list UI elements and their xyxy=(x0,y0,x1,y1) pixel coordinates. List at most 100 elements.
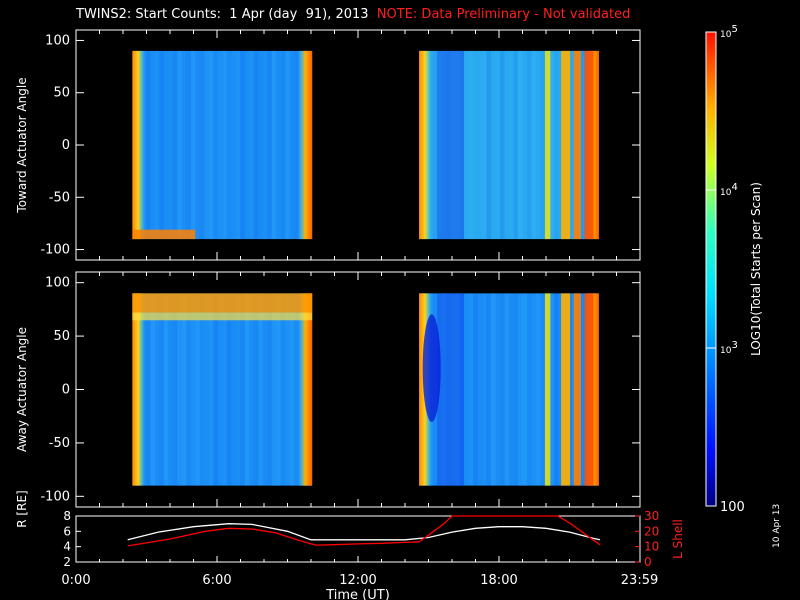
heatmap-band xyxy=(132,229,196,240)
y-axis-label: Toward Actuator Angle xyxy=(15,77,29,213)
heatmap-band xyxy=(437,50,465,240)
heatmap-streak xyxy=(159,293,164,486)
heatmap-streak xyxy=(535,293,541,486)
left-y-axis-label: R [RE] xyxy=(15,490,29,527)
title-main: TWINS2: Start Counts: 1 Apr (day 91), 20… xyxy=(76,7,369,22)
right-y-tick-label: 0 xyxy=(644,555,652,569)
heatmap-band xyxy=(561,293,571,486)
right-y-tick-label: 30 xyxy=(644,509,659,523)
heatmap-streak xyxy=(285,50,290,240)
heatmap-edge-left xyxy=(419,50,432,240)
heatmap-streak xyxy=(554,51,558,239)
heatmap-streak xyxy=(217,50,223,240)
heatmap-streak xyxy=(249,50,254,240)
heatmap-streak xyxy=(495,50,500,240)
colorbar-tick-exponent: 5 xyxy=(731,24,737,35)
heatmap-streak xyxy=(249,293,253,485)
heatmap-streak xyxy=(172,50,178,240)
heatmap-streak xyxy=(441,293,447,486)
colorbar-tick-label: 103 xyxy=(720,340,738,356)
heatmap-streak xyxy=(231,50,236,240)
x-tick-label: 18:00 xyxy=(480,573,517,588)
left-y-tick-label: 2 xyxy=(63,555,71,569)
heatmap-band xyxy=(437,293,465,486)
heatmap-streak xyxy=(553,293,559,486)
orbit-frame xyxy=(75,515,641,563)
heatmap-band xyxy=(544,50,551,240)
heatmap-streak xyxy=(432,50,438,240)
heatmap-streak xyxy=(204,50,209,240)
heatmap-streak xyxy=(240,50,245,240)
heatmap-streak xyxy=(258,293,263,486)
heatmap-streak xyxy=(182,51,186,239)
heatmap-streak xyxy=(491,293,496,486)
chart-title: TWINS2: Start Counts: 1 Apr (day 91), 20… xyxy=(76,7,630,22)
heatmap-streak xyxy=(172,293,178,486)
right-y-tick-label: 10 xyxy=(644,540,659,554)
heatmap-streak xyxy=(522,51,526,239)
heatmap-band xyxy=(584,50,594,240)
heatmap-edge-left xyxy=(132,50,145,240)
heatmap-band xyxy=(573,50,581,240)
y-tick-label: 50 xyxy=(53,329,70,344)
heatmap-band xyxy=(573,293,581,486)
heatmap-streak xyxy=(294,50,299,240)
heatmap-streak xyxy=(477,50,483,240)
heatmap-streak xyxy=(235,293,241,486)
heatmap-streak xyxy=(276,51,280,239)
heatmap-band xyxy=(584,293,594,486)
x-tick-label: 12:00 xyxy=(339,573,376,588)
heatmap-streak xyxy=(213,51,217,239)
heatmap-streak xyxy=(199,50,205,240)
heatmap-streak xyxy=(245,51,249,239)
heatmap-streak xyxy=(150,51,154,239)
heatmap-streak xyxy=(482,50,487,240)
heatmap-streak xyxy=(267,293,272,486)
y-tick-label: 100 xyxy=(45,33,70,48)
heatmap-streak xyxy=(253,50,259,240)
heatmap-streak xyxy=(464,293,468,485)
heatmap-streak xyxy=(531,293,536,486)
heatmap-streak xyxy=(213,293,218,486)
heatmap-band xyxy=(561,50,571,240)
heatmap-streak xyxy=(262,50,268,240)
y-tick-label: 0 xyxy=(62,383,70,398)
right-y-axis-label: L Shell xyxy=(671,519,685,559)
heatmap-streak xyxy=(240,293,245,486)
heatmap-streak xyxy=(504,293,509,486)
x-tick-label: 6:00 xyxy=(202,573,231,588)
heatmap-streak xyxy=(281,293,285,485)
x-axis-label: Time (UT) xyxy=(325,588,390,600)
heatmap-streak xyxy=(496,293,500,485)
heatmap-edge-right xyxy=(298,293,313,486)
y-axis-label: Away Actuator Angle xyxy=(15,327,29,452)
toward-panel: 100 50 0 -50 -100 Toward Actuator Angle xyxy=(15,29,641,261)
heatmap-streak xyxy=(253,293,259,486)
heatmap-streak xyxy=(222,293,227,486)
colorbar-tick-exponent: 3 xyxy=(731,340,737,351)
heatmap-streak xyxy=(285,293,290,486)
heatmap-streak xyxy=(455,293,460,486)
heatmap-streak xyxy=(168,50,173,240)
heatmap-streak xyxy=(155,293,159,485)
heatmap-streak xyxy=(486,293,492,486)
heatmap-streak xyxy=(446,50,451,240)
heatmap-streak xyxy=(195,293,200,486)
heatmap-streak xyxy=(549,50,554,240)
heatmap-streak xyxy=(289,293,295,486)
heatmap-streak xyxy=(276,293,281,486)
heatmap-streak xyxy=(154,50,160,240)
x-tick-label: 23:59 xyxy=(621,573,658,588)
y-tick-label: -50 xyxy=(49,436,70,451)
left-y-tick-label: 4 xyxy=(63,540,71,554)
heatmap-streak xyxy=(508,50,514,240)
l-shell-series-line xyxy=(127,515,601,547)
heatmap-streak xyxy=(177,293,182,486)
heatmap-streak xyxy=(549,293,554,486)
heatmap-streak xyxy=(145,293,151,486)
heatmap-streak xyxy=(181,293,187,486)
colorbar: 105 104 103 100 LOG10(Total Starts per Scan) xyxy=(705,24,763,515)
y-tick-label: -100 xyxy=(40,489,70,504)
